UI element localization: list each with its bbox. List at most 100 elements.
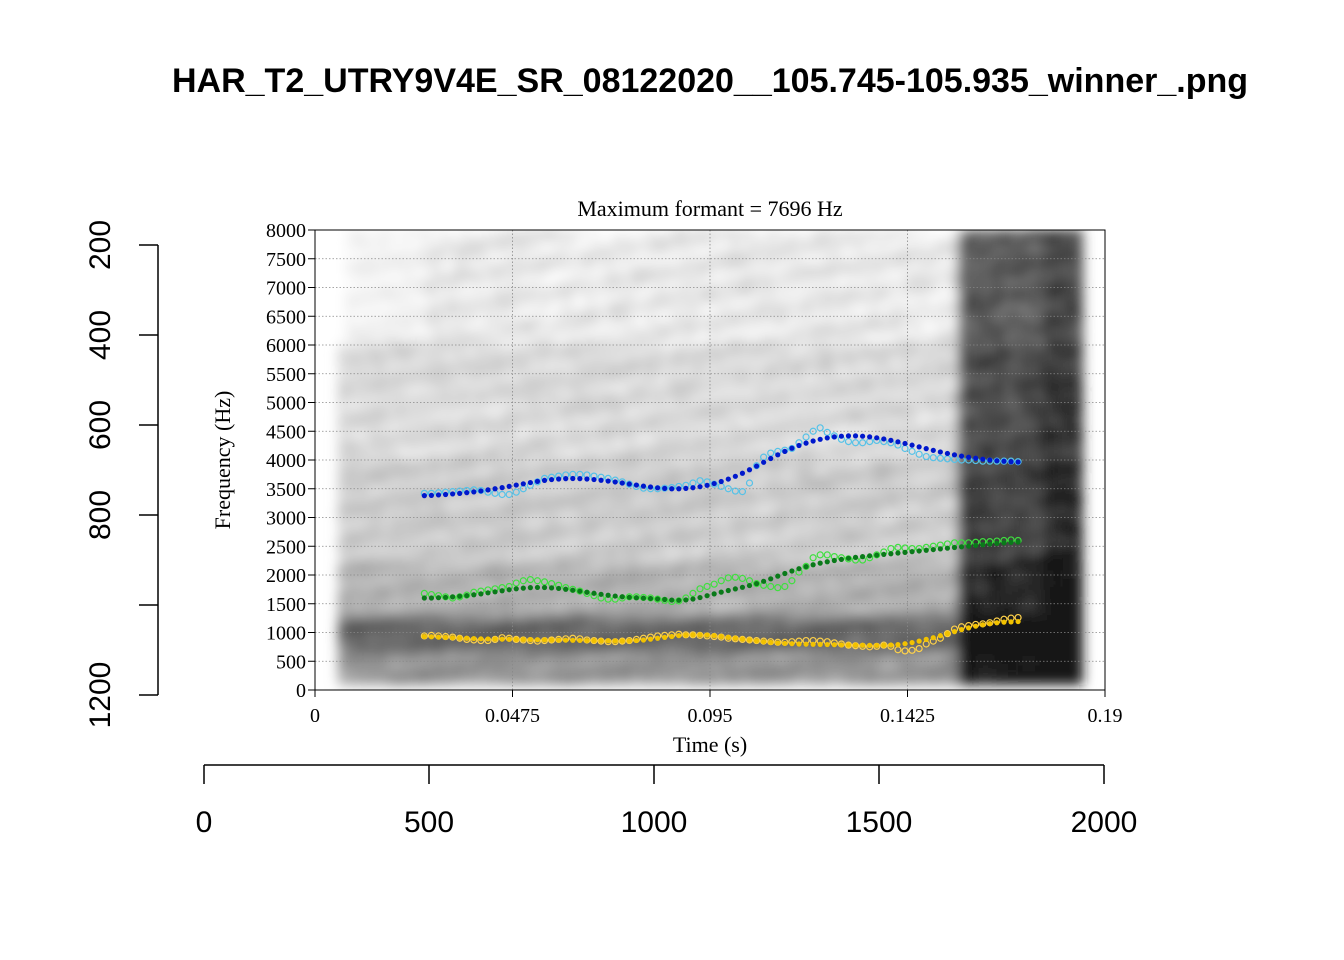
spectrogram-cell	[927, 627, 936, 637]
spectrogram-cell	[454, 375, 463, 385]
spectrogram-cell	[787, 351, 797, 361]
spectrogram-cell	[663, 416, 673, 426]
spectrogram-cell	[927, 602, 936, 612]
spectrogram-cell	[555, 659, 564, 669]
spectrogram-cell	[655, 367, 665, 377]
spectrogram-cell	[748, 546, 758, 556]
spectrogram-cell	[973, 400, 983, 410]
spectrogram-cell	[725, 627, 735, 637]
spectrogram-cell	[973, 586, 983, 596]
spectrogram-cell	[407, 432, 417, 442]
spectrogram-cell	[896, 481, 905, 491]
spectrogram-cell	[547, 675, 556, 685]
spectrogram-cell	[803, 627, 812, 637]
spectrogram-cell	[973, 448, 983, 458]
spectrogram-cell	[361, 465, 370, 474]
spectrogram-cell	[958, 408, 967, 418]
spectrogram-cell	[772, 270, 781, 280]
spectrogram-cell	[446, 400, 456, 410]
spectrogram-cell	[648, 513, 657, 523]
spectrogram-cell	[400, 448, 409, 458]
spectrogram-cell	[888, 651, 897, 661]
spectrogram-cell	[888, 505, 897, 515]
spectrogram-cell	[469, 643, 479, 653]
spectrogram-cell	[756, 375, 766, 385]
spectrogram-cell	[973, 643, 983, 653]
spectrogram-cell	[787, 262, 797, 272]
spectrogram-cell	[919, 416, 928, 426]
spectrogram-cell	[485, 448, 494, 458]
spectrogram-cell	[911, 635, 921, 645]
spectrogram-cell	[717, 554, 727, 564]
spectrogram-cell	[686, 465, 696, 474]
spectrogram-cell	[725, 611, 735, 620]
spectrogram-cell	[756, 367, 766, 377]
spectrogram-cell	[593, 375, 603, 385]
spectrogram-cell	[795, 400, 804, 410]
spectrogram-cell	[671, 335, 680, 345]
spectrogram-cell	[942, 238, 952, 247]
spectrogram-cell	[609, 262, 618, 272]
spectrogram-cell	[547, 546, 556, 556]
spectrogram-cell	[950, 635, 959, 645]
spectrogram-cell	[903, 319, 913, 329]
spectrogram-cell	[834, 408, 843, 418]
spectrogram-cell	[1004, 635, 1014, 645]
spectrogram-cell	[493, 432, 502, 442]
outer-y-tick-label: 1200	[84, 662, 117, 729]
spectrogram-cell	[686, 303, 696, 312]
spectrogram-cell	[392, 448, 401, 458]
spectrogram-cell	[431, 408, 440, 418]
spectrogram-cell	[911, 473, 921, 483]
spectrogram-cell	[911, 570, 921, 580]
spectrogram-cell	[880, 489, 890, 499]
spectrogram-cell	[733, 246, 742, 256]
spectrogram-cell	[927, 513, 936, 523]
spectrogram-cell	[500, 643, 510, 653]
spectrogram-cell	[1020, 538, 1029, 547]
spectrogram-cell	[369, 619, 378, 628]
spectrogram-cell	[865, 602, 874, 612]
spectrogram-cell	[539, 432, 549, 442]
spectrogram-cell	[593, 319, 603, 329]
spectrogram-cell	[648, 611, 657, 620]
spectrogram-cell	[725, 440, 735, 450]
spectrogram-cell	[485, 278, 494, 288]
spectrogram-cell	[779, 521, 789, 531]
spectrogram-cell	[601, 367, 611, 377]
spectrogram-cell	[981, 570, 990, 580]
spectrogram-cell	[903, 311, 913, 320]
spectrogram-cell	[919, 375, 928, 385]
spectrogram-cell	[400, 262, 409, 272]
spectrogram-cell	[423, 473, 432, 483]
spectrogram-cell	[903, 400, 913, 410]
spectrogram-cell	[353, 538, 363, 547]
spectrogram-cell	[710, 521, 719, 531]
spectrogram-cell	[578, 319, 587, 329]
spectrogram-cell	[872, 319, 882, 329]
spectrogram-cell	[477, 408, 487, 418]
spectrogram-cell	[539, 513, 549, 523]
spectrogram-cell	[927, 473, 936, 483]
spectrogram-cell	[400, 473, 409, 483]
spectrogram-cell	[345, 651, 355, 661]
spectrogram-cell	[849, 384, 859, 393]
spectrogram-cell	[1004, 675, 1014, 685]
spectrogram-cell	[1004, 424, 1014, 434]
spectrogram-cell	[593, 392, 603, 401]
spectrogram-cell	[803, 611, 812, 620]
spectrogram-cell	[919, 489, 928, 499]
spectrogram-cell	[555, 497, 564, 507]
spectrogram-cell	[617, 513, 626, 523]
spectrogram-cell	[562, 311, 572, 320]
spectrogram-cell	[477, 367, 487, 377]
spectrogram-cell	[903, 384, 913, 393]
spectrogram-cell	[903, 375, 913, 385]
spectrogram-cell	[640, 327, 649, 337]
spectrogram-cell	[927, 246, 936, 256]
spectrogram-cell	[996, 659, 1006, 669]
spectrogram-cell	[888, 343, 897, 353]
spectrogram-cell	[865, 416, 874, 426]
spectrogram-cell	[973, 335, 983, 345]
spectrogram-cell	[764, 465, 773, 474]
